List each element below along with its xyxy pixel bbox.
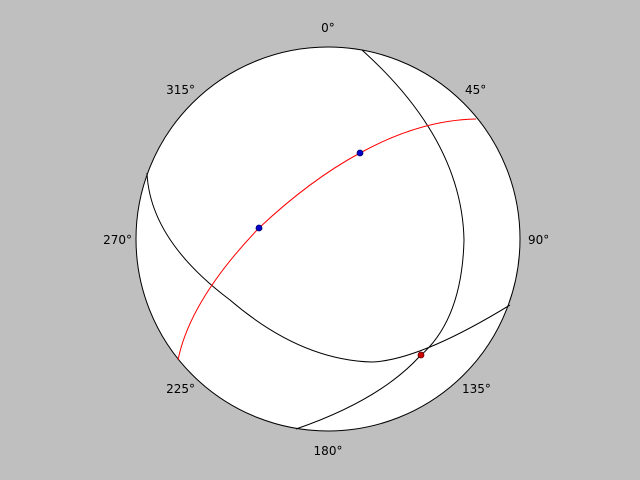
- stereonet-primitive-circle: [135, 46, 521, 432]
- great-circle-highlighted: [177, 118, 477, 361]
- intersection-point-red: [417, 351, 425, 359]
- azimuth-label-0: 0°: [321, 21, 335, 35]
- great-circle-plane-2: [146, 172, 511, 363]
- pole-point-blue-upper: [356, 149, 364, 157]
- azimuth-label-45: 45°: [465, 83, 486, 97]
- azimuth-label-315: 315°: [166, 83, 195, 97]
- azimuth-label-90: 90°: [528, 233, 549, 247]
- azimuth-label-135: 135°: [462, 382, 491, 396]
- azimuth-label-180: 180°: [314, 444, 343, 458]
- azimuth-label-225: 225°: [166, 382, 195, 396]
- azimuth-label-270: 270°: [103, 233, 132, 247]
- pole-point-blue-lower: [255, 224, 263, 232]
- great-circle-plane-1: [295, 49, 465, 430]
